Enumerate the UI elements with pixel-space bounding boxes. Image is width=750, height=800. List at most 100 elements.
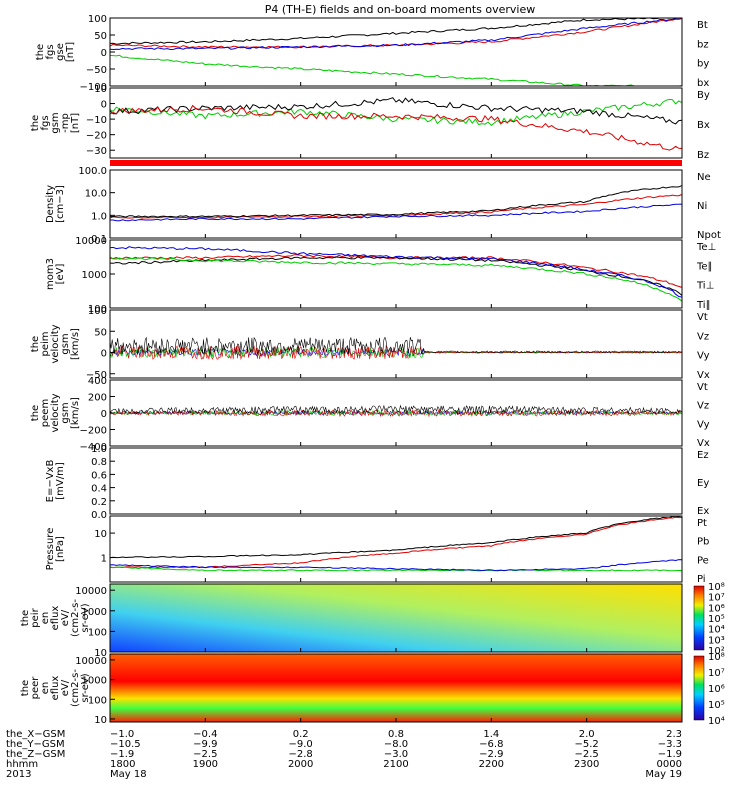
y-axis-label: the	[30, 115, 41, 131]
series-bz	[109, 18, 683, 49]
legend-entry: Te⊥	[696, 242, 716, 253]
legend-entry: Npot	[697, 230, 721, 241]
y-tick-label: −50	[86, 65, 107, 76]
y-axis-label: eV/	[60, 679, 71, 696]
x-tick-label: 2.3	[666, 729, 682, 740]
x-tick-label: −2.8	[289, 749, 313, 760]
panel-temperature: 10000 1000 100 mom3 [eV] Te⊥ Te∥ Ti⊥ Ti∥	[45, 236, 716, 315]
legend-entry: bz	[697, 39, 709, 50]
series-by	[109, 54, 683, 87]
y-axis-label: sr-eV)	[80, 673, 91, 702]
y-axis-label: mom3	[45, 258, 56, 290]
y-axis-label: the	[35, 44, 46, 60]
x-tick-label: 0.2	[293, 729, 309, 740]
colorbar-tick-label: 10⁷	[708, 668, 725, 679]
y-tick-label: 0	[101, 409, 107, 420]
colorbar-tick-label: 10³	[708, 635, 725, 646]
y-tick-label: 100.0	[78, 166, 107, 177]
y-tick-label: 0.2	[91, 497, 107, 508]
y-axis-label: E=−VxB	[45, 460, 56, 503]
x-axis-row-label: hhmm	[6, 759, 38, 770]
y-tick-label: 50	[94, 327, 107, 338]
y-axis-label: -mp	[60, 113, 71, 133]
legend-entry: Pe	[697, 555, 709, 566]
y-axis-label: the	[30, 405, 41, 421]
y-axis-label: [nPa]	[55, 536, 66, 562]
velocity-trace	[109, 408, 683, 418]
y-axis-label: eV/	[60, 609, 71, 626]
y-tick-label: 100	[88, 304, 107, 315]
series-Pb	[109, 516, 683, 569]
y-tick-label: 1000	[82, 607, 107, 618]
y-tick-label: 1000	[82, 270, 107, 281]
y-axis-label: fgs	[40, 115, 51, 130]
velocity-trace	[109, 336, 683, 355]
legend-entry: Ne	[697, 172, 711, 183]
legend-entry: Vy	[697, 351, 710, 362]
x-tick-label: 0.8	[388, 729, 404, 740]
x-tick-label: −1.0	[110, 729, 134, 740]
legend-entry: Vx	[697, 370, 710, 381]
y-axis-label: peer	[30, 676, 41, 700]
series-Ti⊥	[109, 246, 683, 298]
y-axis-label: (cm2-s-	[70, 599, 81, 637]
x-tick-label: 2200	[479, 759, 504, 770]
velocity-trace	[110, 345, 683, 361]
legend-entry: Vz	[697, 401, 709, 412]
legend-entry: Bx	[697, 120, 710, 131]
y-tick-label: −100	[80, 82, 107, 93]
colorbar-tick-label: 10⁵	[708, 614, 725, 625]
y-tick-label: 100	[88, 306, 107, 317]
y-axis-label: [km/s]	[70, 328, 81, 360]
y-axis-label: en	[40, 612, 51, 625]
quality-flag-bar	[110, 160, 682, 166]
colorbar-tick-label: 10⁸	[708, 652, 725, 663]
y-axis-label: Density	[45, 185, 56, 223]
y-tick-label: 10	[94, 648, 107, 659]
y-axis-label: peim	[40, 331, 51, 356]
y-tick-label: 1.0	[91, 211, 107, 222]
series-Bx	[109, 97, 683, 125]
y-tick-label: 10000	[75, 586, 107, 597]
colorbar-peir-spec	[693, 585, 705, 651]
colorbar-tick-label: 10⁵	[708, 700, 725, 711]
colorbar-tick-label: 10²	[708, 646, 725, 657]
y-tick-label: −200	[80, 426, 107, 437]
legend-entry: Pi	[697, 574, 706, 585]
series-Pe	[109, 566, 683, 572]
y-tick-label: 0.0	[91, 510, 107, 521]
series-Ni	[109, 184, 683, 218]
series-By	[109, 98, 683, 126]
y-axis-label: gsm	[60, 402, 71, 423]
legend-entry: Ni	[697, 201, 707, 212]
legend-entry: Vt	[697, 312, 708, 323]
y-tick-label: 1000	[82, 676, 107, 687]
spectrogram-peer-spec	[110, 654, 682, 722]
y-tick-label: 10	[94, 84, 107, 95]
spectrogram-peir-spec	[110, 584, 682, 652]
x-tick-label: May 18	[110, 769, 147, 780]
x-tick-label: 2000	[288, 759, 313, 770]
y-axis-label: (cm2-s-	[70, 669, 81, 707]
legend-entry: Ti∥	[696, 300, 711, 311]
x-tick-label: 2.0	[579, 729, 595, 740]
legend-entry: Ex	[697, 506, 709, 517]
legend-entry: Vy	[697, 419, 710, 430]
x-tick-label: −5.2	[575, 739, 599, 750]
y-axis-label: [cm−3]	[55, 185, 66, 223]
y-axis-label: eflux	[50, 606, 61, 631]
y-axis-label: peem	[40, 399, 51, 427]
legend-entry: Bt	[697, 20, 708, 31]
legend-entry: Vt	[697, 382, 708, 393]
panel-frame	[109, 515, 683, 583]
y-tick-label: 400	[88, 376, 107, 387]
colorbar-tick-label: 10⁴	[708, 625, 725, 636]
x-tick-label: −3.0	[384, 749, 408, 760]
y-axis-label: the	[20, 680, 31, 696]
y-axis-label: the	[30, 336, 41, 352]
panel-peem-vel: 400 200 0 −200 −400 the peem velocity gsm [km/s] V…	[30, 376, 710, 453]
x-tick-label: −1.9	[658, 749, 682, 760]
y-tick-label: 1	[101, 554, 107, 565]
x-tick-label: −2.5	[575, 749, 599, 760]
